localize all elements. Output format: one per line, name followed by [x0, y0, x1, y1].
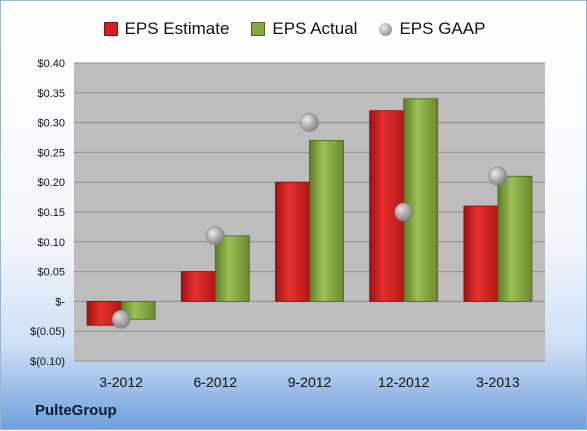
legend-swatch-eps-estimate — [103, 22, 118, 36]
point-eps-gaap — [206, 226, 225, 246]
bar-eps-estimate — [180, 271, 216, 302]
point-eps-gaap — [488, 166, 508, 186]
legend-swatch-eps-actual — [251, 22, 266, 36]
point-eps-gaap — [300, 113, 319, 132]
point-eps-gaap — [394, 202, 414, 222]
legend-item-eps-actual: EPS Actual — [251, 19, 357, 39]
x-tick-label: 12-2012 — [378, 374, 430, 390]
y-tick-label: $0.20 — [37, 177, 65, 189]
bar-eps-estimate — [463, 205, 499, 302]
x-tick-label: 3-2012 — [99, 374, 143, 390]
x-tick-label: 3-2013 — [476, 374, 520, 390]
y-tick-label: $0.30 — [37, 118, 65, 130]
point-eps-gaap — [111, 309, 131, 329]
y-tick-label: $0.10 — [37, 237, 65, 249]
y-tick-label: $0.40 — [37, 58, 65, 70]
bar-eps-actual — [497, 175, 533, 302]
y-tick-label: $(0.05) — [30, 326, 65, 338]
legend-label-eps-estimate: EPS Estimate — [124, 19, 230, 38]
x-tick-label: 6-2012 — [194, 374, 238, 390]
y-tick-label: $0.15 — [37, 207, 65, 219]
x-tick-label: 9-2012 — [288, 374, 332, 390]
bar-eps-estimate — [275, 181, 310, 302]
y-tick-label: $0.05 — [37, 267, 65, 279]
company-name: PulteGroup — [35, 402, 117, 419]
legend: EPS Estimate EPS Actual EPS GAAP — [1, 19, 587, 39]
y-tick-label: $(0.10) — [30, 356, 65, 368]
y-tick-label: $0.35 — [37, 88, 65, 100]
legend-label-eps-actual: EPS Actual — [272, 19, 358, 38]
bar-eps-actual — [214, 235, 250, 302]
legend-item-eps-gaap: EPS GAAP — [379, 19, 485, 39]
legend-label-eps-gaap: EPS GAAP — [399, 19, 486, 38]
bar-eps-actual — [403, 98, 439, 302]
y-tick-label: $0.25 — [37, 147, 65, 159]
legend-swatch-eps-gaap — [379, 22, 393, 36]
legend-item-eps-estimate: EPS Estimate — [103, 19, 230, 39]
bar-eps-actual — [309, 140, 344, 302]
y-tick-label: $- — [55, 296, 65, 308]
